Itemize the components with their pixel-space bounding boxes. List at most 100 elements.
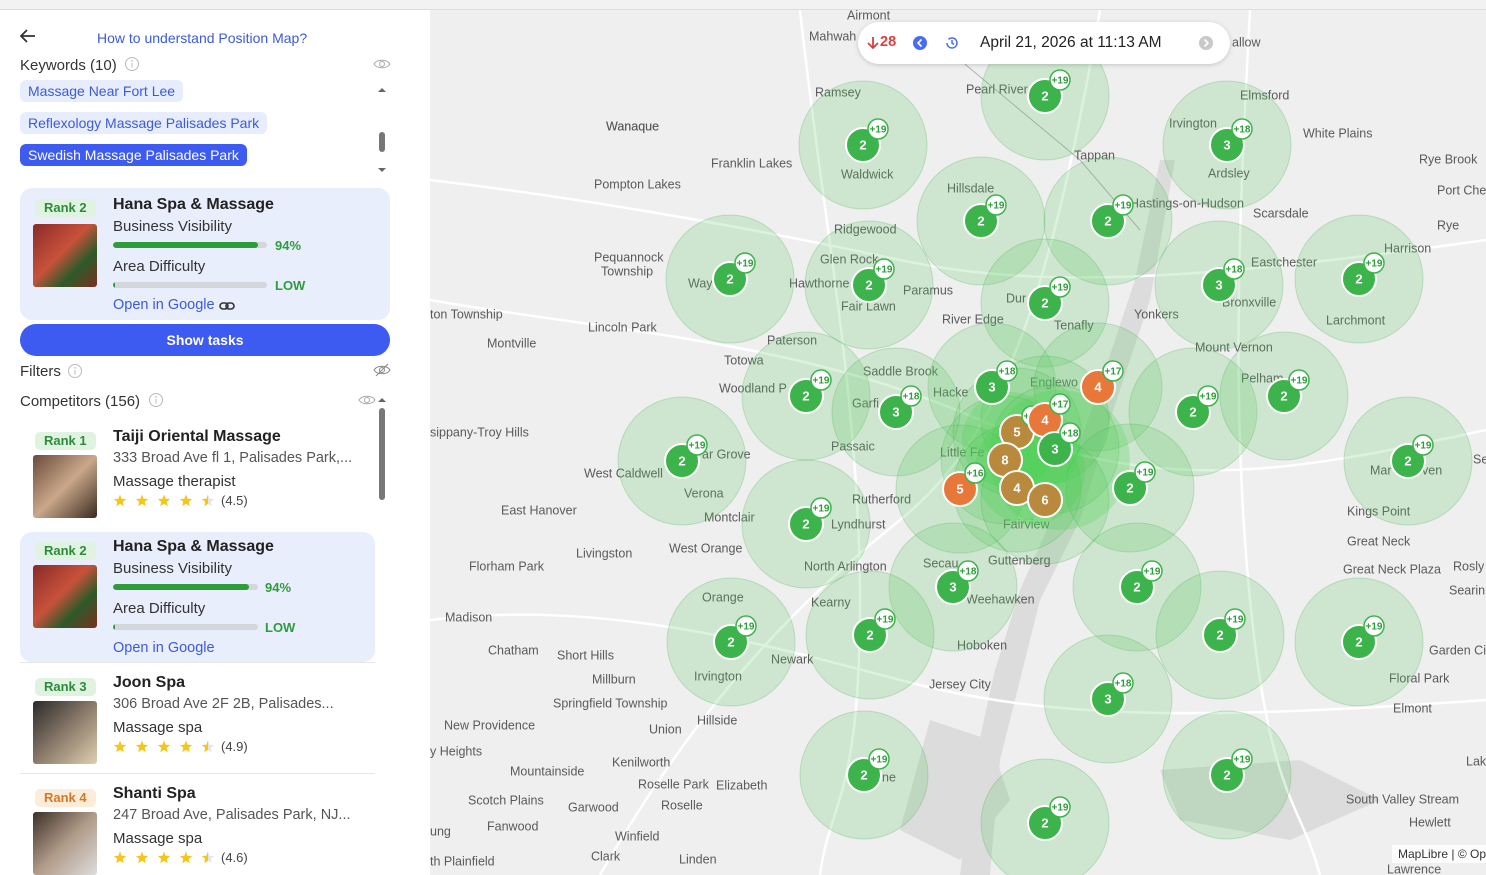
previous-button[interactable] (912, 35, 928, 51)
keyword-chip[interactable]: Reflexology Massage Palisades Park (20, 112, 268, 134)
place-label: West Caldwell (584, 466, 663, 480)
rank-marker[interactable]: 2 +19 (1266, 369, 1310, 414)
place-label: Montville (487, 336, 536, 350)
rank-marker[interactable]: 2 +19 (1341, 615, 1385, 660)
rank-badge: Rank 4 (35, 789, 96, 807)
rank-marker[interactable]: 2 +19 (1112, 461, 1156, 506)
business-name: Hana Spa & Massage (113, 538, 274, 555)
place-label: Roselle (661, 798, 703, 812)
star-rating (113, 740, 215, 753)
place-label: Hawthorne (789, 276, 849, 290)
rank-marker[interactable]: 3 +18 (1201, 258, 1245, 303)
keyword-chip[interactable]: Massage Near Fort Lee (20, 80, 184, 102)
marker-rank: 3 (949, 579, 956, 594)
rank-marker[interactable]: 2 +19 (788, 369, 832, 414)
rank-marker[interactable]: 2 +19 (664, 434, 708, 479)
place-label: Tenafly (1054, 318, 1094, 332)
keyword-chip[interactable]: Swedish Massage Palisades Park (20, 144, 247, 166)
rank-badge: Rank 1 (35, 432, 96, 450)
marker-badge: +19 (1052, 803, 1069, 814)
rank-marker[interactable]: 3 +18 (1037, 422, 1081, 467)
rank-marker[interactable]: 4+17 (1027, 393, 1071, 438)
rank-marker[interactable]: 3 +18 (974, 360, 1018, 405)
position-map[interactable]: Airmont Mahwah Ramsey Pearl River Elmsford Wa… (430, 10, 1486, 875)
rank-marker[interactable]: 6 (1027, 482, 1063, 518)
rank-marker[interactable]: 2 +19 (1027, 276, 1071, 321)
rank-marker[interactable]: 2 +19 (1027, 796, 1071, 841)
help-link[interactable]: How to understand Position Map? (97, 30, 308, 46)
rank-marker[interactable]: 2 +19 (846, 748, 890, 793)
competitors-label: Competitors (156) (20, 393, 141, 410)
marker-rank: 2 (1280, 388, 1287, 403)
place-label: Great Neck (1347, 534, 1411, 548)
rank-marker[interactable]: 2 +19 (713, 615, 757, 660)
show-tasks-button[interactable]: Show tasks (20, 324, 390, 356)
marker-rank: 4 (1013, 480, 1021, 495)
eye-icon[interactable] (358, 392, 376, 408)
badge-dot (1197, 385, 1219, 407)
difficulty-value: LOW (275, 278, 306, 293)
map-attribution[interactable]: MapLibre | © Op (1392, 845, 1486, 863)
place-label: Montclair (704, 510, 755, 524)
rank-marker[interactable]: 3 +18 (878, 385, 922, 430)
marker-badge: +19 (1366, 259, 1383, 270)
keyword-scrollbar[interactable] (376, 82, 388, 178)
place-label: Hillside (697, 713, 737, 727)
place-label: Yonkers (1134, 307, 1179, 321)
eye-off-icon[interactable] (373, 362, 391, 378)
place-label: Passaic (831, 439, 875, 453)
marker-badge: +19 (689, 441, 706, 452)
rank-marker[interactable]: 2 +19 (1202, 608, 1246, 653)
info-icon[interactable] (67, 363, 83, 379)
place-label: Township (601, 264, 653, 278)
rank-marker[interactable]: 3 +18 (1209, 118, 1253, 163)
place-label: Pequannock (594, 250, 664, 264)
eye-icon[interactable] (373, 56, 391, 72)
open-google-link[interactable]: Open in Google (113, 297, 215, 313)
open-google-link[interactable]: Open in Google (113, 640, 215, 656)
map-toolbar: 28 April 21, 2026 at 11:13 AM (858, 22, 1230, 64)
rank-marker[interactable]: 3 +18 (935, 560, 979, 605)
rank-marker[interactable]: 2 +19 (1341, 252, 1385, 297)
rank-marker[interactable]: 2 +19 (1390, 434, 1434, 479)
rank-marker[interactable]: 2 +19 (712, 252, 756, 297)
business-name: Hana Spa & Massage (113, 196, 274, 213)
place-label: Winfield (615, 829, 660, 843)
place-label: Lincoln Park (588, 320, 658, 334)
rank-marker[interactable]: 2 +19 (1027, 69, 1071, 114)
business-name: Shanti Spa (113, 785, 196, 802)
place-label: Pompton Lakes (594, 177, 681, 191)
place-label: Hacke (933, 385, 968, 399)
place-label: Dur (1006, 291, 1026, 305)
place-label: Mount Vernon (1195, 340, 1273, 354)
difficulty-value: LOW (265, 620, 296, 635)
rank-marker[interactable]: 2 +19 (1090, 194, 1134, 239)
rank-marker[interactable]: 2 +19 (1209, 748, 1253, 793)
place-label: Orange (702, 590, 744, 604)
place-label: Scarsdale (1253, 206, 1309, 220)
rank-marker[interactable]: 2 +19 (852, 608, 896, 653)
place-label: Rye (1437, 218, 1459, 232)
rank-marker[interactable]: 2 +19 (845, 118, 889, 163)
rank-marker[interactable]: 2 +19 (1175, 385, 1219, 430)
rank-marker[interactable]: 2 +19 (851, 258, 895, 303)
info-icon[interactable] (124, 56, 140, 72)
place-label: Elmsford (1240, 88, 1289, 102)
rank-marker[interactable]: 2 +19 (963, 194, 1007, 239)
place-label: Englewo (1030, 375, 1078, 389)
rank-marker[interactable]: 5 +16 (942, 462, 986, 507)
competitor-scrollbar[interactable] (376, 392, 388, 504)
badge-dot (1049, 276, 1071, 298)
back-button[interactable] (18, 26, 38, 46)
badge-dot (1102, 360, 1124, 382)
rank-marker[interactable]: 2 +19 (788, 497, 832, 542)
rank-marker[interactable]: 3 +18 (1090, 672, 1134, 717)
badge-dot (734, 252, 756, 274)
rank-marker[interactable]: 2 +19 (1119, 560, 1163, 605)
history-icon[interactable] (944, 35, 960, 51)
badge-dot (1231, 748, 1253, 770)
place-label: Hillsdale (947, 181, 994, 195)
info-icon[interactable] (148, 392, 164, 408)
next-button[interactable] (1198, 35, 1214, 51)
rank-marker[interactable]: 4+17 (1080, 360, 1124, 405)
